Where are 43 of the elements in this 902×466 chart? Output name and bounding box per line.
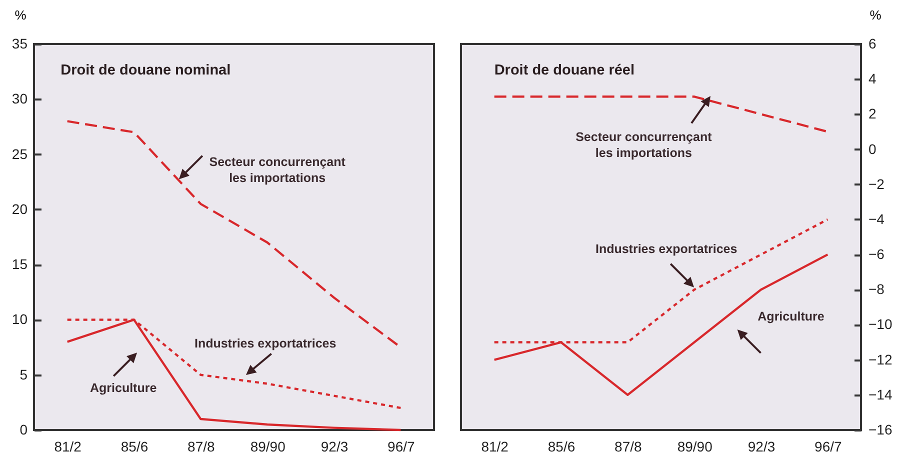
y-tick-label: 4 <box>868 70 876 87</box>
y-tick-label: 30 <box>12 90 28 107</box>
series-label: Secteur concurrençant les importations <box>209 154 346 185</box>
y-tick-label: 15 <box>12 256 28 272</box>
y-tick-label: −14 <box>868 386 892 402</box>
line-series <box>66 318 402 432</box>
y-axis-title: % <box>870 8 882 22</box>
y-tick-label: −4 <box>868 210 885 227</box>
series-label: Agriculture <box>758 309 824 324</box>
y-tick-label: 5 <box>20 366 28 382</box>
text: Secteur concurrençant les importations <box>576 130 713 160</box>
y-tick-label: 6 <box>868 36 876 52</box>
y-tick-label: 2 <box>868 106 876 122</box>
y-tick-label: −12 <box>868 351 892 368</box>
x-tick-label: 81/2 <box>54 438 82 454</box>
y-tick-label: −16 <box>868 422 892 438</box>
x-tick-label: 87/8 <box>188 438 216 454</box>
series-label: Industries exportatrices <box>194 336 336 350</box>
x-tick-label: 89/90 <box>677 438 713 454</box>
series-label: Industries exportatrices <box>595 242 738 256</box>
x-tick-label: 81/2 <box>481 438 509 454</box>
x-tick-label: 92/3 <box>320 438 348 454</box>
x-tick-label: 96/7 <box>388 438 416 454</box>
x-tick-label: 85/6 <box>548 438 576 454</box>
y-tick-label: 0 <box>20 422 28 438</box>
x-tick-label: 85/6 <box>120 438 148 454</box>
y-axis-title: % <box>14 8 27 22</box>
x-tick-label: 87/8 <box>614 438 642 454</box>
x-tick-label: 92/3 <box>748 438 776 454</box>
y-tick-label: 20 <box>12 200 28 217</box>
y-tick-label: −6 <box>868 246 885 262</box>
series-label: Agriculture <box>90 380 157 395</box>
x-tick-label: 96/7 <box>814 438 842 454</box>
y-tick-label: 0 <box>868 140 876 157</box>
y-tick-label: −8 <box>868 281 885 298</box>
text: Droit de douane réel <box>494 62 635 78</box>
text: Droit de douane nominal <box>60 62 231 78</box>
y-tick-label: 35 <box>12 36 28 52</box>
y-tick-label: 25 <box>12 146 28 162</box>
x-tick-label: 89/90 <box>250 438 286 454</box>
y-tick-label: 10 <box>12 311 28 328</box>
y-tick-label: −2 <box>868 176 885 192</box>
y-tick-label: −10 <box>868 316 892 332</box>
